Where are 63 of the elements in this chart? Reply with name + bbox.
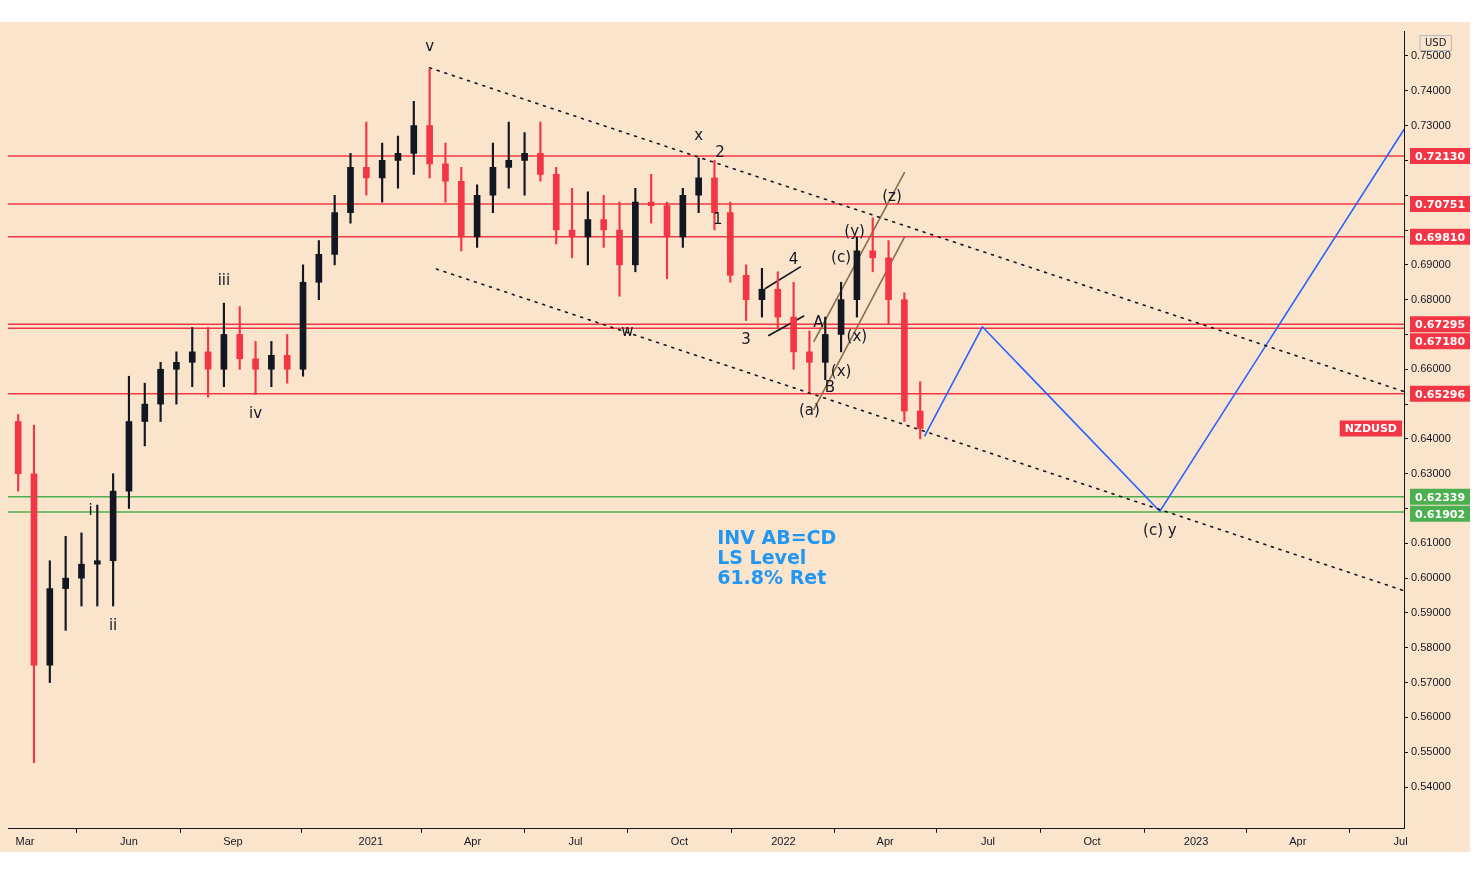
annotation: 4 [788, 250, 799, 269]
annotation: 3 [741, 330, 751, 349]
x-tick-label: Apr [1289, 835, 1307, 848]
annotation: (x) [846, 326, 868, 345]
y-tick-label: 0.61000 [1411, 536, 1451, 549]
annotation: (a) [798, 401, 820, 420]
candlestick [806, 330, 813, 392]
y-tick-label: 0.75000 [1411, 49, 1451, 61]
y-tick-label: 0.63000 [1411, 466, 1451, 479]
y-tick-label: 0.56000 [1411, 710, 1451, 723]
y-tick-label: 0.68000 [1411, 292, 1451, 305]
y-tick-label: 0.55000 [1411, 745, 1451, 758]
ref-line-label: 0.70751 [1415, 197, 1466, 211]
x-tick-label: Oct [1083, 835, 1101, 848]
x-tick-label: Apr [876, 835, 895, 848]
y-tick-label: 0.60000 [1411, 571, 1451, 584]
y-tick-label: 0.59000 [1411, 606, 1451, 618]
candlestick [78, 532, 85, 607]
annotation: B [824, 378, 835, 397]
annotation: iii [217, 271, 231, 290]
y-tick-label: 0.58000 [1411, 640, 1451, 653]
annotation: INV AB=CD [717, 526, 837, 549]
annotation: 61.8% Ret [717, 566, 827, 589]
y-tick-label: 0.64000 [1411, 431, 1451, 444]
ref-line-label: 0.72130 [1415, 149, 1466, 163]
annotation: (c) [831, 248, 852, 267]
y-tick-label: 0.74000 [1411, 83, 1451, 96]
annotation: x [694, 125, 704, 144]
y-tick-label: 0.66000 [1411, 362, 1451, 375]
annotation: ii [108, 615, 118, 634]
x-tick-label: Oct [670, 835, 688, 848]
x-tick-label: Sep [223, 835, 243, 848]
x-tick-label: 2021 [358, 835, 384, 848]
annotation: LS Level [717, 546, 807, 569]
ref-line-label: 0.67180 [1415, 335, 1466, 349]
candlestick [173, 351, 180, 405]
x-tick-label: Jul [1393, 835, 1408, 848]
y-tick-label: 0.69000 [1411, 257, 1451, 270]
x-tick-label: Apr [464, 835, 482, 848]
annotation: (c) y [1143, 521, 1177, 540]
y-axis-title: USD [1425, 37, 1447, 49]
annotation: (y) [844, 222, 865, 241]
y-tick-label: 0.73000 [1411, 118, 1451, 131]
ref-line-label: 0.65296 [1415, 387, 1466, 401]
x-tick-label: Jul [568, 835, 583, 848]
x-tick-label: Mar [15, 835, 35, 848]
x-tick-label: Jul [980, 835, 996, 848]
x-tick-label: 2023 [1183, 835, 1209, 848]
annotation: (x) [830, 361, 852, 380]
annotation: (z) [882, 187, 902, 206]
ref-line-label: 0.69810 [1415, 230, 1466, 244]
annotation: iv [249, 404, 263, 423]
annotation: i [88, 501, 93, 520]
ref-line-label: 0.62339 [1415, 490, 1466, 504]
x-tick-label: 2022 [771, 835, 796, 848]
candlestick [521, 132, 528, 196]
text: NZDUSD [1344, 422, 1398, 436]
ref-line-label: 0.67295 [1415, 318, 1466, 332]
ref-line-label: 0.61902 [1415, 507, 1466, 521]
y-tick-label: 0.57000 [1411, 675, 1451, 688]
x-tick-label: Jun [120, 835, 138, 848]
annotation: v [425, 36, 435, 55]
y-tick-label: 0.54000 [1411, 780, 1451, 793]
